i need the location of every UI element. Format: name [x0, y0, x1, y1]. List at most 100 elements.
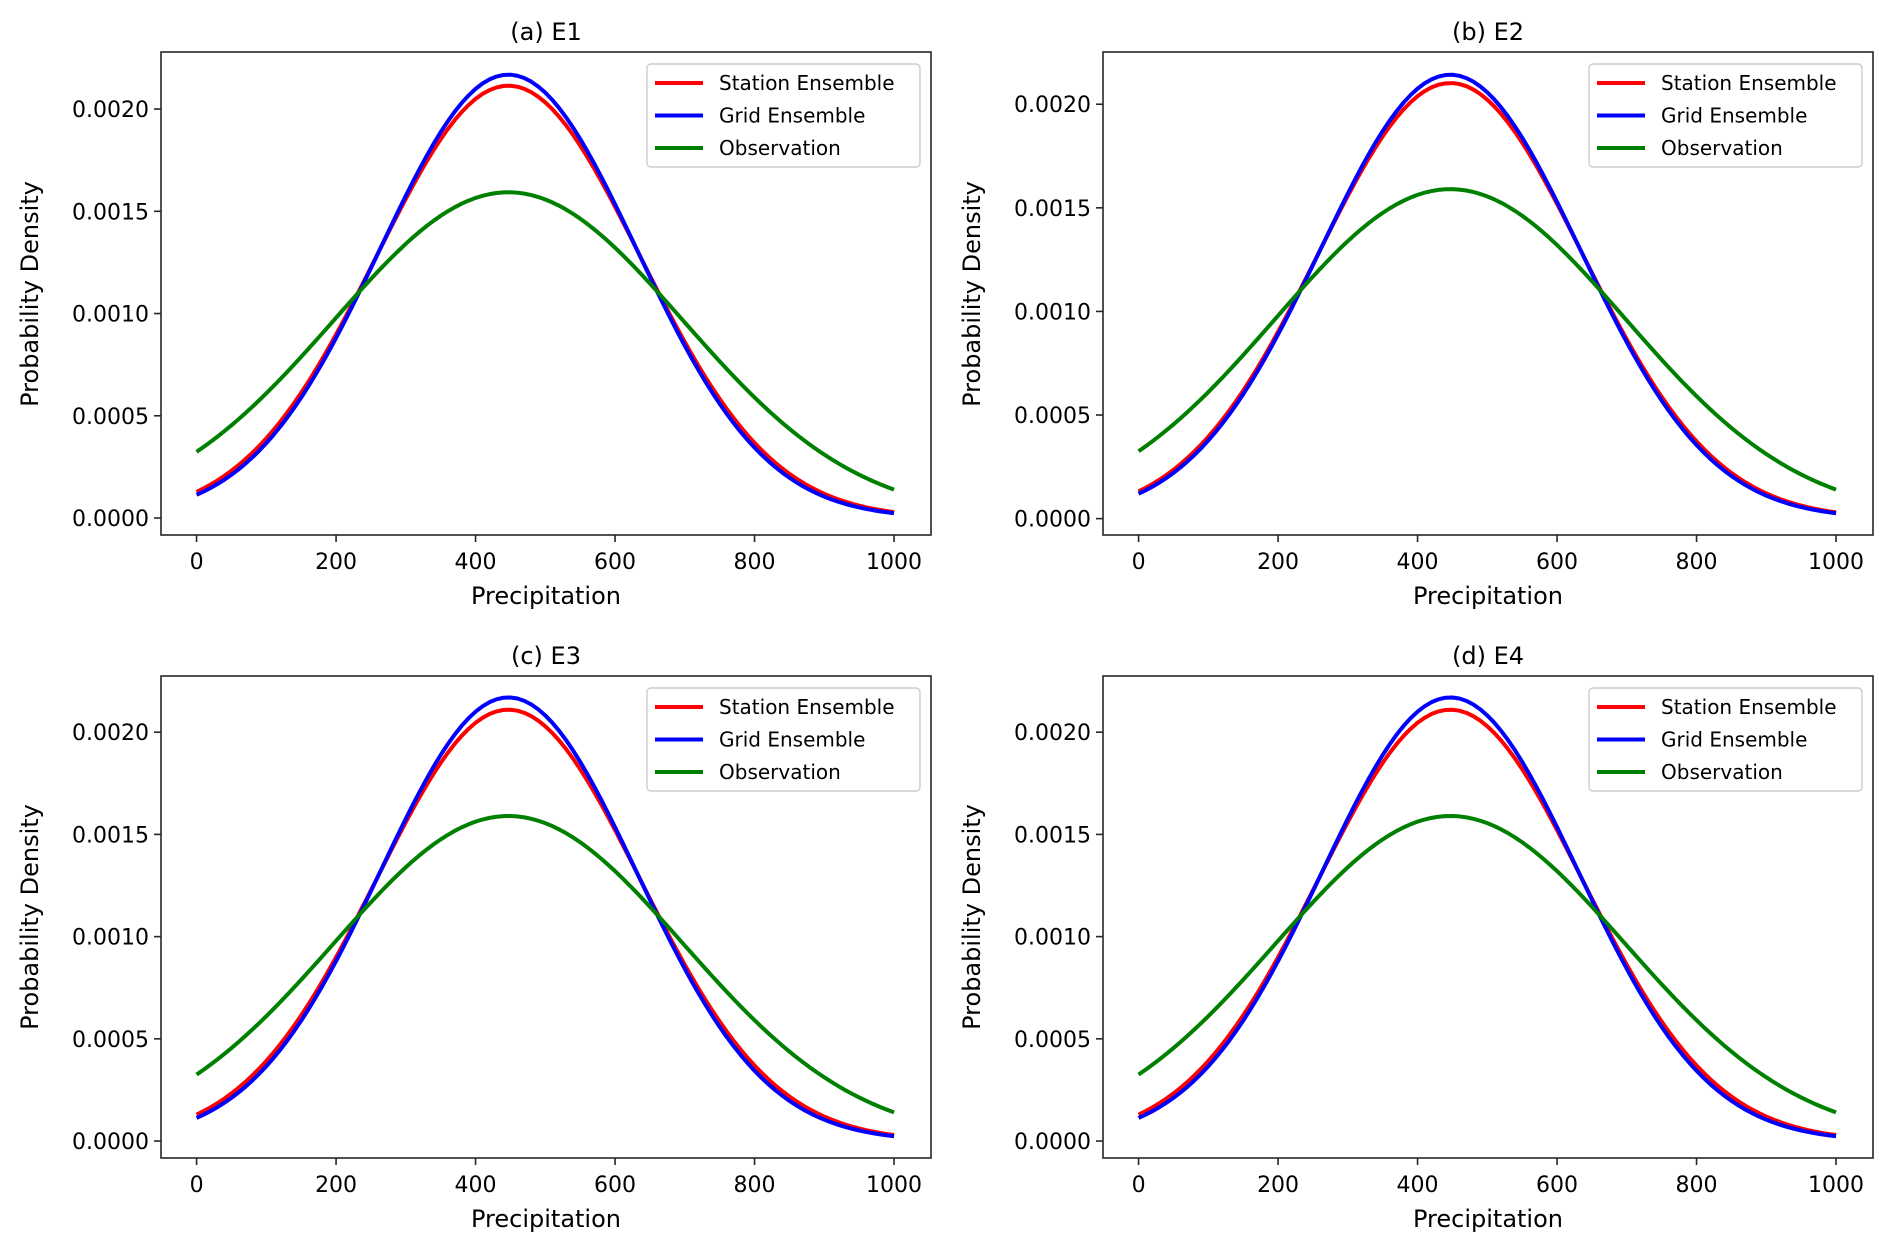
legend-box — [1588, 687, 1863, 792]
y-tick-label: 0.0010 — [72, 926, 149, 951]
x-tick-label: 400 — [455, 550, 497, 575]
legend-box — [646, 63, 921, 168]
y-tick-label: 0.0015 — [1014, 823, 1091, 848]
axes-frame — [160, 675, 932, 1159]
x-tick-label: 0 — [190, 550, 204, 575]
series-line-observation — [1137, 187, 1837, 492]
y-tick-label: 0.0005 — [72, 405, 149, 430]
series-line-grid-ensemble — [195, 695, 895, 1139]
x-tick-label: 200 — [1257, 1173, 1299, 1198]
plot-area — [1137, 72, 1837, 516]
x-tick-label: 600 — [1536, 550, 1578, 575]
y-axis-label: Probability Density — [958, 181, 986, 407]
y-tick-label: 0.0020 — [1014, 721, 1091, 746]
x-tick-label: 1000 — [1808, 550, 1864, 575]
y-axis-label: Probability Density — [16, 181, 44, 407]
legend-label: Grid Ensemble — [719, 728, 865, 752]
x-axis-label: Precipitation — [1413, 1205, 1563, 1233]
y-tick-label: 0.0005 — [1014, 404, 1091, 429]
x-tick-label: 1000 — [866, 1173, 922, 1198]
x-tick-label: 200 — [1257, 550, 1299, 575]
y-tick-label: 0.0015 — [72, 823, 149, 848]
panel-title: (d) E4 — [1452, 642, 1524, 670]
x-tick-label: 800 — [734, 550, 776, 575]
series-line-station-ensemble — [195, 707, 895, 1138]
y-tick-label: 0.0005 — [72, 1028, 149, 1053]
legend-box — [646, 687, 921, 792]
legend-label: Observation — [719, 136, 841, 160]
x-tick-label: 800 — [1676, 550, 1718, 575]
y-axis-label: Probability Density — [958, 804, 986, 1030]
y-tick-label: 0.0000 — [1014, 1130, 1091, 1155]
legend-label: Observation — [1661, 136, 1783, 160]
x-tick-label: 1000 — [1808, 1173, 1864, 1198]
y-tick-label: 0.0015 — [1014, 197, 1091, 222]
legend-label: Grid Ensemble — [1661, 104, 1807, 128]
legend-label: Station Ensemble — [719, 695, 895, 719]
series-line-grid-ensemble — [1137, 695, 1837, 1139]
y-tick-label: 0.0000 — [1014, 508, 1091, 533]
x-tick-label: 200 — [315, 550, 357, 575]
x-tick-label: 800 — [1676, 1173, 1718, 1198]
y-tick-label: 0.0010 — [1014, 926, 1091, 951]
legend: Station Ensemble Grid Ensemble Observation — [646, 63, 921, 168]
x-tick-label: 600 — [594, 550, 636, 575]
y-tick-label: 0.0010 — [72, 303, 149, 328]
x-tick-label: 400 — [455, 1173, 497, 1198]
series-line-grid-ensemble — [1137, 72, 1837, 516]
x-tick-label: 600 — [1536, 1173, 1578, 1198]
axes-frame — [1102, 51, 1874, 536]
x-axis-label: Precipitation — [471, 582, 621, 610]
y-tick-label: 0.0010 — [1014, 300, 1091, 325]
panel-title: (a) E1 — [510, 18, 582, 46]
series-line-observation — [1137, 814, 1837, 1115]
y-tick-label: 0.0005 — [1014, 1028, 1091, 1053]
y-tick-label: 0.0020 — [1014, 93, 1091, 118]
x-tick-label: 1000 — [866, 550, 922, 575]
series-line-station-ensemble — [195, 83, 895, 515]
series-line-observation — [195, 814, 895, 1115]
legend-box — [1588, 63, 1863, 168]
x-axis-label: Precipitation — [1413, 582, 1563, 610]
series-line-observation — [195, 190, 895, 492]
y-tick-label: 0.0020 — [72, 98, 149, 123]
x-tick-label: 400 — [1397, 1173, 1439, 1198]
legend-label: Grid Ensemble — [719, 104, 865, 128]
y-axis-label: Probability Density — [16, 804, 44, 1030]
x-tick-label: 800 — [734, 1173, 776, 1198]
panel-title: (c) E3 — [511, 642, 581, 670]
legend: Station Ensemble Grid Ensemble Observation — [646, 687, 921, 792]
x-tick-label: 0 — [1132, 550, 1146, 575]
y-tick-label: 0.0000 — [72, 507, 149, 532]
panel-c: (c) E3 Precipitation Probability Density… — [16, 642, 932, 1233]
legend: Station Ensemble Grid Ensemble Observation — [1588, 687, 1863, 792]
axes-frame — [1102, 675, 1874, 1159]
legend: Station Ensemble Grid Ensemble Observation — [1588, 63, 1863, 168]
series-line-station-ensemble — [1137, 707, 1837, 1138]
series-line-grid-ensemble — [195, 72, 895, 516]
y-tick-label: 0.0015 — [72, 200, 149, 225]
x-tick-label: 0 — [1132, 1173, 1146, 1198]
panel-b: (b) E2 Precipitation Probability Density… — [958, 18, 1874, 610]
plot-area — [195, 695, 895, 1139]
x-axis-label: Precipitation — [471, 1205, 621, 1233]
legend-label: Station Ensemble — [719, 71, 895, 95]
y-tick-label: 0.0020 — [72, 721, 149, 746]
plot-area — [195, 72, 895, 516]
plot-area — [1137, 695, 1837, 1139]
y-tick-label: 0.0000 — [72, 1130, 149, 1155]
axes-frame — [160, 51, 932, 536]
x-tick-label: 200 — [315, 1173, 357, 1198]
legend-label: Station Ensemble — [1661, 695, 1837, 719]
legend-label: Observation — [719, 760, 841, 784]
x-tick-label: 600 — [594, 1173, 636, 1198]
legend-label: Grid Ensemble — [1661, 728, 1807, 752]
legend-label: Observation — [1661, 760, 1783, 784]
panel-a: (a) E1 Precipitation Probability Density… — [16, 18, 932, 610]
panel-title: (b) E2 — [1452, 18, 1524, 46]
panel-d: (d) E4 Precipitation Probability Density… — [958, 642, 1874, 1233]
legend-label: Station Ensemble — [1661, 71, 1837, 95]
x-tick-label: 400 — [1397, 550, 1439, 575]
